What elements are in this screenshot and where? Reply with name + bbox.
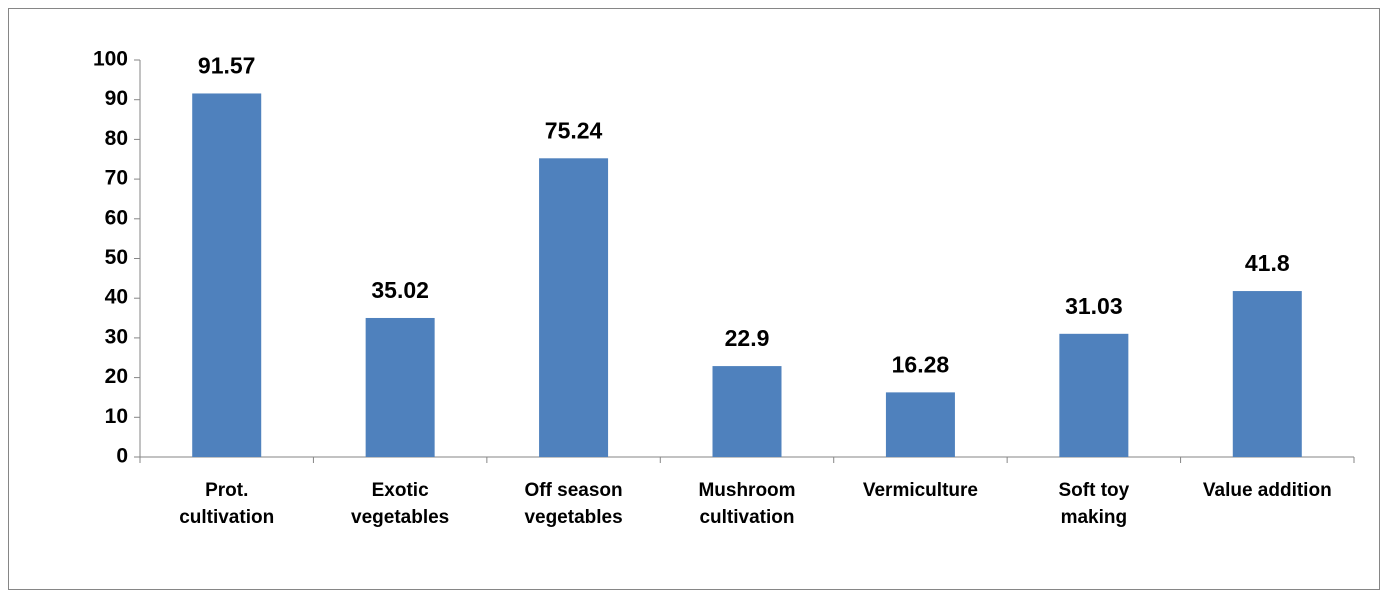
y-tick-label: 50 [105,246,128,269]
bar [885,392,955,457]
bar [365,317,435,457]
data-label: 22.9 [725,325,770,351]
bar [192,93,262,457]
y-tick-label: 30 [105,325,128,348]
data-label: 75.24 [545,117,603,143]
x-tick-label: Vermiculture [862,480,978,501]
y-tick-label: 40 [105,286,128,309]
data-label: 35.02 [371,277,429,303]
data-label: 31.03 [1065,293,1123,319]
data-label: 41.8 [1245,250,1290,276]
y-tick-label: 10 [105,405,128,428]
x-tick-label: Exotic vegetables [351,480,450,528]
y-tick-label: 90 [105,87,128,110]
bar [712,366,782,457]
y-tick-label: 0 [116,445,128,468]
x-tick-label: Soft toy making [1058,480,1130,528]
data-label: 16.28 [892,351,950,377]
y-tick-label: 70 [105,167,128,190]
y-tick-label: 20 [105,365,128,388]
x-tick-label: Mushroom cultivation [698,480,796,528]
x-tick-label: Value addition [1202,480,1332,501]
bar [1059,333,1129,457]
y-tick-label: 100 [93,48,128,71]
y-tick-label: 80 [105,127,128,150]
bar [539,158,609,458]
x-tick-label: Off season vegetables [524,480,623,528]
x-tick-label: Prot. cultivation [179,480,275,528]
y-tick-label: 60 [105,206,128,229]
bar [1232,291,1302,457]
data-label: 91.57 [198,53,256,79]
